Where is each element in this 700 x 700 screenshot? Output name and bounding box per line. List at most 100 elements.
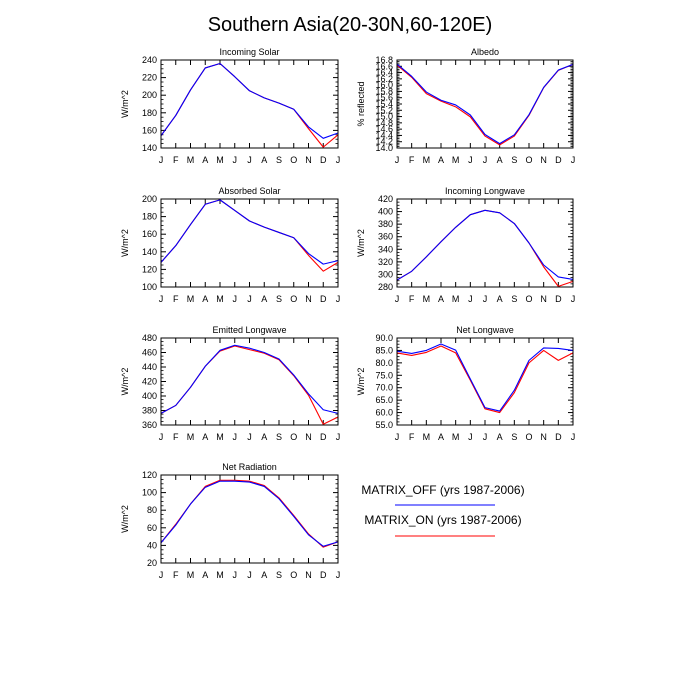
x-tick-label: S [276,432,282,442]
x-tick-label: J [395,294,400,304]
y-tick-label: 60.0 [375,408,393,418]
y-tick-label: 220 [142,73,157,83]
y-tick-label: 15.2 [375,105,393,115]
x-tick-label: S [511,294,517,304]
x-tick-label: J [233,294,238,304]
y-tick-label: 180 [142,108,157,118]
panel-title: Absorbed Solar [218,186,280,196]
y-tick-label: 80.0 [375,358,393,368]
x-tick-label: M [216,570,224,580]
x-tick-label: O [290,432,297,442]
x-tick-label: F [173,155,179,165]
y-tick-label: 280 [378,282,393,292]
x-tick-label: A [202,570,208,580]
x-tick-label: M [187,432,195,442]
x-tick-label: J [233,432,238,442]
y-tick-label: 20 [147,558,157,568]
x-tick-label: A [438,155,444,165]
y-tick-label: 16.2 [375,74,393,84]
x-tick-label: N [305,155,312,165]
x-tick-label: N [540,432,547,442]
y-tick-label: 14.6 [375,124,393,134]
panel-title: Incoming Longwave [445,186,525,196]
x-tick-label: M [216,432,224,442]
x-tick-label: S [511,432,517,442]
panel-incoming-longwave: Incoming Longwave W/m^2 280 300 320 340 360 380… [356,186,575,304]
x-tick-label: F [409,155,415,165]
panel-albedo: Albedo% reflected14.014.214.414.614.815.… [356,47,575,165]
x-tick-label: S [276,155,282,165]
figure-title: Southern Asia(20-30N,60-120E) [208,14,493,36]
y-tick-label: 14.4 [375,130,393,140]
y-tick-label: 480 [142,333,157,343]
x-tick-label: M [216,294,224,304]
panel-title: Emitted Longwave [212,325,286,335]
x-tick-label: J [336,432,341,442]
x-tick-label: N [540,294,547,304]
x-tick-label: J [233,155,238,165]
y-axis-label: % reflected [356,81,366,126]
y-tick-label: 400 [142,391,157,401]
plot-frame [160,337,339,426]
y-tick-label: 14.0 [375,143,393,153]
x-tick-label: F [173,294,179,304]
x-tick-label: J [395,155,400,165]
legend-label-matrix-on: MATRIX_ON (yrs 1987-2006) [364,513,521,527]
x-tick-label: J [247,294,252,304]
y-axis-label: W/m^2 [120,90,130,118]
y-tick-label: 240 [142,55,157,65]
y-tick-label: 15.0 [375,112,393,122]
y-tick-label: 160 [142,229,157,239]
x-tick-label: D [320,432,327,442]
plot-frame [160,59,339,149]
y-tick-label: 16.0 [375,80,393,90]
series-line-matrix-off [396,63,574,145]
y-tick-label: 360 [142,420,157,430]
x-tick-label: J [468,432,473,442]
y-tick-label: 160 [142,125,157,135]
y-tick-label: 300 [378,269,393,279]
legend: MATRIX_OFF (yrs 1987-2006) MATRIX_ON (yr… [361,483,525,537]
y-tick-label: 420 [378,194,393,204]
x-tick-label: J [395,432,400,442]
x-tick-label: D [555,432,562,442]
x-tick-label: J [336,570,341,580]
x-tick-label: M [452,155,460,165]
y-tick-label: 16.6 [375,61,393,71]
y-tick-label: 380 [142,406,157,416]
y-tick-label: 100 [142,488,157,498]
x-tick-label: O [525,294,532,304]
x-tick-label: M [423,432,431,442]
x-tick-label: A [497,432,503,442]
x-tick-label: M [216,155,224,165]
x-tick-label: M [187,155,195,165]
y-tick-label: 200 [142,90,157,100]
x-tick-label: O [290,570,297,580]
y-axis-label: W/m^2 [356,368,366,396]
panel-title: Net Radiation [222,462,277,472]
panel-title: Albedo [471,47,499,57]
x-tick-label: J [247,155,252,165]
plot-frame [396,198,574,288]
x-tick-label: A [261,155,267,165]
x-tick-label: J [571,432,576,442]
y-tick-label: 16.8 [375,55,393,65]
series-line-matrix-on [160,199,339,272]
x-tick-label: J [247,570,252,580]
series-line-matrix-off [396,343,574,412]
x-tick-label: A [438,432,444,442]
x-tick-label: D [320,155,327,165]
y-tick-label: 65.0 [375,395,393,405]
x-tick-label: N [305,432,312,442]
x-tick-label: S [276,570,282,580]
x-tick-label: J [483,432,488,442]
y-tick-label: 140 [142,247,157,257]
y-tick-label: 70.0 [375,383,393,393]
x-tick-label: A [202,432,208,442]
y-axis-label: W/m^2 [120,368,130,396]
y-axis-label: W/m^2 [120,229,130,257]
y-tick-label: 360 [378,232,393,242]
y-tick-label: 400 [378,207,393,217]
